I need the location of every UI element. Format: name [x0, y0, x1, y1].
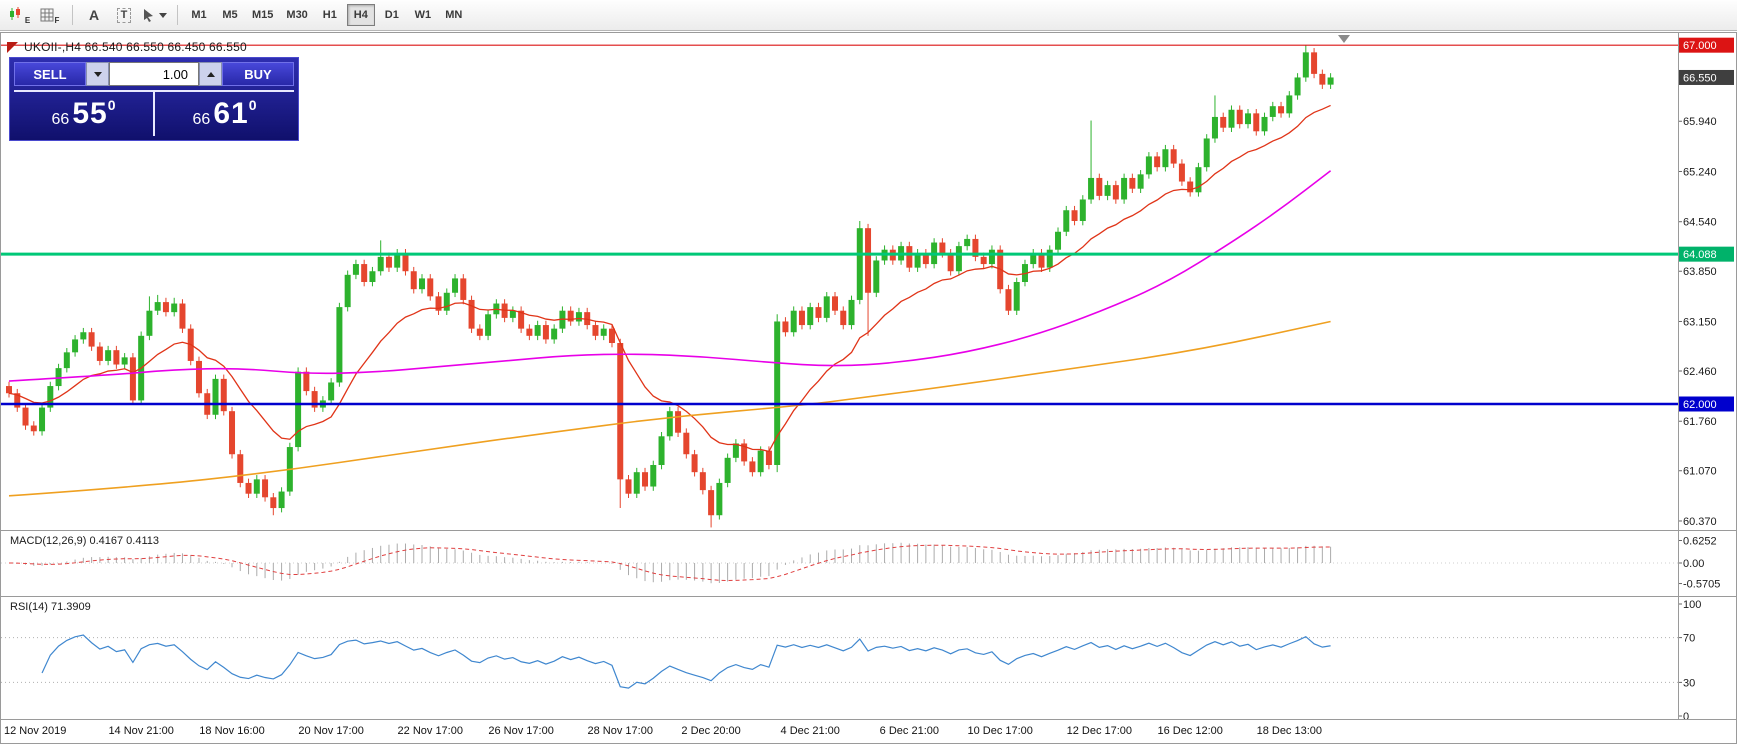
svg-text:64.088: 64.088	[1683, 249, 1717, 261]
macd-label: MACD(12,26,9) 0.4167 0.4113	[10, 535, 159, 547]
svg-text:63.150: 63.150	[1683, 316, 1717, 328]
svg-text:0: 0	[1683, 711, 1689, 723]
svg-text:65.240: 65.240	[1683, 166, 1717, 178]
svg-text:66.550: 66.550	[1683, 72, 1717, 84]
chart-title: UKOII-,H4 66.540 66.550 66.450 66.550	[24, 40, 247, 54]
cursor-arrow-icon	[143, 9, 153, 22]
toolbar: E F A T M1 M5 M15 M30	[0, 0, 1737, 31]
timeframe-h1[interactable]: H1	[316, 4, 344, 26]
svg-text:70: 70	[1683, 633, 1695, 645]
chevron-down-icon	[158, 12, 167, 18]
svg-text:26 Nov 17:00: 26 Nov 17:00	[488, 725, 553, 737]
red-arrow-marker-icon	[7, 42, 18, 53]
ask-pips: 61	[213, 97, 249, 130]
svg-text:16 Dec 12:00: 16 Dec 12:00	[1157, 725, 1222, 737]
template-grid-icon[interactable]: F	[35, 2, 63, 28]
timeframe-m1[interactable]: M1	[185, 4, 213, 26]
svg-text:63.850: 63.850	[1683, 266, 1717, 278]
svg-text:61.070: 61.070	[1683, 466, 1717, 478]
timeframe-m5[interactable]: M5	[216, 4, 244, 26]
timeframe-m15[interactable]: M15	[247, 4, 278, 26]
svg-text:28 Nov 17:00: 28 Nov 17:00	[588, 725, 653, 737]
svg-text:18 Nov 16:00: 18 Nov 16:00	[199, 725, 264, 737]
svg-text:62.000: 62.000	[1683, 399, 1717, 411]
svg-text:6 Dec 21:00: 6 Dec 21:00	[880, 725, 939, 737]
svg-text:2 Dec 20:00: 2 Dec 20:00	[681, 725, 740, 737]
expert-letter: E	[24, 15, 31, 25]
svg-text:30: 30	[1683, 677, 1695, 689]
svg-text:100: 100	[1683, 599, 1701, 611]
candlestick-chart[interactable]	[1, 35, 1678, 528]
one-click-trade-panel: SELL BUY 66 55 0 66 61 0	[9, 57, 299, 141]
timeframe-h4[interactable]: H4	[346, 4, 375, 26]
trade-controls-row: SELL BUY	[14, 62, 294, 86]
timeframe-d1[interactable]: D1	[378, 4, 406, 26]
indicator-panels[interactable]	[1, 542, 1678, 689]
time-axis[interactable]: 12 Nov 2019 14 Nov 21:00 18 Nov 16:00 20 No…	[4, 725, 1322, 737]
bid-pipette: 0	[107, 97, 116, 113]
volume-input[interactable]	[109, 62, 199, 86]
drawing-tools-button[interactable]	[140, 2, 168, 28]
svg-text:18 Dec 13:00: 18 Dec 13:00	[1257, 725, 1322, 737]
svg-text:60.370: 60.370	[1683, 516, 1717, 528]
font-tool-button[interactable]: A	[80, 2, 108, 28]
grid-icon	[40, 8, 54, 22]
rsi-label: RSI(14) 71.3909	[10, 601, 91, 613]
font-a-icon: A	[88, 7, 100, 23]
svg-text:67.000: 67.000	[1683, 40, 1717, 52]
svg-text:22 Nov 17:00: 22 Nov 17:00	[398, 725, 463, 737]
bid-big-figure: 66	[51, 111, 70, 128]
timeframe-m30[interactable]: M30	[281, 4, 312, 26]
svg-text:12 Dec 17:00: 12 Dec 17:00	[1067, 725, 1132, 737]
triangle-up-icon	[206, 71, 215, 77]
svg-text:12 Nov 2019: 12 Nov 2019	[4, 725, 66, 737]
bid-pips: 55	[72, 97, 108, 130]
svg-text:61.760: 61.760	[1683, 416, 1717, 428]
svg-text:0.6252: 0.6252	[1683, 535, 1717, 547]
svg-text:4 Dec 21:00: 4 Dec 21:00	[781, 725, 840, 737]
text-tool-button[interactable]: T	[110, 2, 138, 28]
svg-text:14 Nov 21:00: 14 Nov 21:00	[108, 725, 173, 737]
quotes-row: 66 55 0 66 61 0	[14, 90, 294, 136]
svg-text:10 Dec 17:00: 10 Dec 17:00	[967, 725, 1032, 737]
ask-big-figure: 66	[192, 111, 211, 128]
svg-text:65.940: 65.940	[1683, 116, 1717, 128]
timeframe-mn[interactable]: MN	[440, 4, 468, 26]
toolbar-separator	[177, 5, 178, 25]
timeframe-group: M1 M5 M15 M30 H1 H4 D1 W1 MN	[185, 4, 471, 26]
text-t-icon: T	[116, 7, 132, 23]
bid-price[interactable]: 66 55 0	[14, 92, 155, 136]
svg-text:64.540: 64.540	[1683, 217, 1717, 229]
sell-button[interactable]: SELL	[14, 62, 86, 86]
mini-candles-icon	[9, 7, 20, 20]
buy-button[interactable]: BUY	[222, 62, 294, 86]
svg-text:-0.5705: -0.5705	[1683, 579, 1720, 591]
svg-text:62.460: 62.460	[1683, 366, 1717, 378]
timeframe-w1[interactable]: W1	[409, 4, 437, 26]
svg-text:0.00: 0.00	[1683, 558, 1704, 570]
volume-increase-button[interactable]	[199, 62, 222, 86]
toolbar-separator	[72, 5, 73, 25]
svg-text:20 Nov 17:00: 20 Nov 17:00	[298, 725, 363, 737]
template-letter: F	[54, 15, 60, 25]
volume-decrease-button[interactable]	[86, 62, 109, 86]
candlestick-chart-icon[interactable]: E	[5, 2, 33, 28]
triangle-down-icon	[93, 71, 102, 77]
price-scale[interactable]: 65.940 65.240 64.540 63.850 63.150 62.460 61.7…	[1678, 37, 1734, 723]
ask-pipette: 0	[248, 97, 257, 113]
ask-price[interactable]: 66 61 0	[155, 92, 294, 136]
